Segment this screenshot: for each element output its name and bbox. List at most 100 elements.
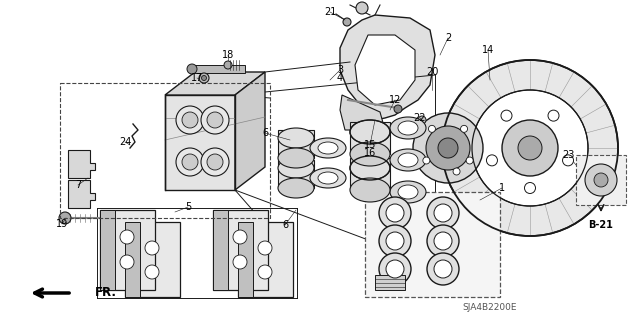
- Circle shape: [427, 253, 459, 285]
- Circle shape: [413, 113, 483, 183]
- Bar: [100, 210, 115, 290]
- Ellipse shape: [350, 142, 390, 166]
- Polygon shape: [340, 95, 385, 130]
- Text: 23: 23: [562, 150, 574, 160]
- Bar: [213, 210, 268, 290]
- Ellipse shape: [398, 185, 418, 199]
- Circle shape: [426, 126, 470, 170]
- Text: 19: 19: [56, 219, 68, 229]
- Text: 12: 12: [389, 95, 401, 105]
- Circle shape: [386, 232, 404, 250]
- Text: 7: 7: [75, 180, 81, 190]
- Text: 15: 15: [364, 140, 376, 150]
- Circle shape: [199, 73, 209, 83]
- Circle shape: [585, 164, 617, 196]
- Circle shape: [120, 255, 134, 269]
- Text: 22: 22: [413, 113, 426, 123]
- Ellipse shape: [390, 149, 426, 171]
- Bar: [350, 158, 390, 190]
- Circle shape: [525, 182, 536, 194]
- Bar: [375, 275, 405, 290]
- Polygon shape: [235, 72, 265, 190]
- Circle shape: [518, 136, 542, 160]
- Circle shape: [438, 138, 458, 158]
- Circle shape: [453, 168, 460, 175]
- Circle shape: [428, 125, 435, 132]
- Text: 6: 6: [262, 128, 268, 138]
- Circle shape: [379, 197, 411, 229]
- Polygon shape: [68, 150, 95, 178]
- Circle shape: [379, 253, 411, 285]
- Circle shape: [427, 225, 459, 257]
- Polygon shape: [355, 35, 415, 105]
- Bar: [278, 160, 314, 188]
- Circle shape: [461, 125, 468, 132]
- Ellipse shape: [318, 142, 338, 154]
- Text: FR.: FR.: [95, 286, 117, 300]
- Text: 18: 18: [222, 50, 234, 60]
- Circle shape: [59, 212, 71, 224]
- Ellipse shape: [390, 181, 426, 203]
- Polygon shape: [165, 72, 265, 95]
- Bar: [213, 210, 228, 290]
- Circle shape: [434, 260, 452, 278]
- Polygon shape: [68, 180, 95, 208]
- Circle shape: [379, 225, 411, 257]
- Circle shape: [145, 265, 159, 279]
- Circle shape: [201, 148, 229, 176]
- Circle shape: [434, 232, 452, 250]
- Circle shape: [233, 230, 247, 244]
- Ellipse shape: [278, 158, 314, 178]
- Circle shape: [486, 155, 497, 166]
- Text: SJA4B2200E: SJA4B2200E: [463, 303, 517, 313]
- Ellipse shape: [310, 138, 346, 158]
- Circle shape: [343, 18, 351, 26]
- Bar: [350, 122, 390, 154]
- Ellipse shape: [278, 148, 314, 168]
- Ellipse shape: [350, 120, 390, 144]
- Ellipse shape: [350, 156, 390, 180]
- Bar: [238, 222, 253, 297]
- Ellipse shape: [278, 178, 314, 198]
- Bar: [125, 222, 140, 297]
- Text: 16: 16: [364, 148, 376, 158]
- Bar: [576, 155, 626, 205]
- Ellipse shape: [350, 178, 390, 202]
- Text: 1: 1: [499, 183, 505, 193]
- Ellipse shape: [310, 168, 346, 188]
- Circle shape: [258, 265, 272, 279]
- Circle shape: [224, 61, 232, 69]
- Circle shape: [386, 260, 404, 278]
- Text: 20: 20: [426, 67, 438, 77]
- Bar: [100, 210, 155, 290]
- Circle shape: [386, 204, 404, 222]
- Circle shape: [466, 157, 473, 164]
- Polygon shape: [165, 95, 235, 190]
- Text: 6: 6: [282, 220, 288, 230]
- Text: 24: 24: [119, 137, 131, 147]
- Circle shape: [202, 76, 207, 80]
- Ellipse shape: [398, 153, 418, 167]
- Circle shape: [233, 255, 247, 269]
- Bar: [125, 222, 180, 297]
- Bar: [60, 83, 270, 218]
- Circle shape: [207, 112, 223, 128]
- Circle shape: [434, 204, 452, 222]
- Ellipse shape: [390, 117, 426, 139]
- Circle shape: [182, 154, 198, 170]
- Circle shape: [182, 112, 198, 128]
- Circle shape: [258, 241, 272, 255]
- Ellipse shape: [278, 128, 314, 148]
- Text: 21: 21: [324, 7, 336, 17]
- Circle shape: [501, 110, 512, 121]
- Circle shape: [145, 241, 159, 255]
- Circle shape: [176, 148, 204, 176]
- Bar: [190, 65, 245, 73]
- Text: 17: 17: [191, 73, 203, 83]
- Circle shape: [563, 155, 573, 166]
- Bar: [365, 192, 500, 297]
- Circle shape: [594, 173, 608, 187]
- Bar: [238, 222, 293, 297]
- Text: 3: 3: [337, 65, 343, 75]
- Circle shape: [176, 106, 204, 134]
